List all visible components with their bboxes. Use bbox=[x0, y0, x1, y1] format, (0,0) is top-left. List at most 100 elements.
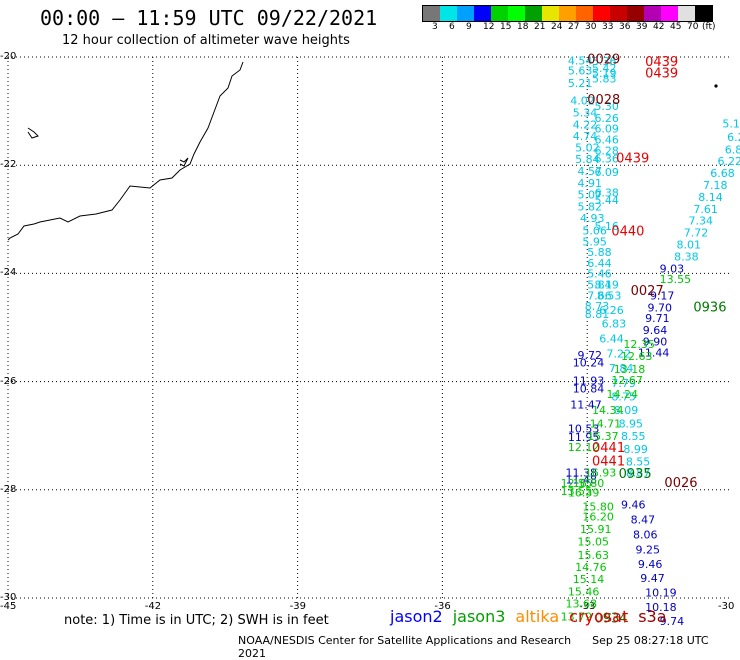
wave-height-label: 0439 bbox=[645, 67, 678, 82]
wave-height-label: 6.2 bbox=[727, 131, 740, 144]
color-scale-label: 45 bbox=[670, 22, 682, 32]
units-note: note: 1) Time is in UTC; 2) SWH is in fe… bbox=[64, 613, 329, 628]
map-grid bbox=[7, 56, 732, 599]
wave-height-label: 7.79 bbox=[611, 377, 636, 390]
wave-height-label: 7.84 bbox=[609, 362, 634, 375]
wave-height-label: 5.16 bbox=[594, 220, 619, 233]
color-swatch bbox=[593, 6, 610, 21]
satellite-label: s3a bbox=[638, 607, 667, 626]
footer-org: NOAA/NESDIS Center for Satellite Applica… bbox=[238, 634, 572, 647]
wave-height-label: 4.54 bbox=[568, 55, 593, 68]
wave-height-label: 8.73 bbox=[585, 300, 610, 313]
wave-height-label: 4.22 bbox=[573, 118, 598, 131]
color-swatch bbox=[661, 6, 678, 21]
wave-height-label: 7.18 bbox=[703, 179, 728, 192]
wave-height-label: 5.42 bbox=[592, 62, 617, 75]
wave-height-label: 10.24 bbox=[573, 356, 605, 369]
wave-height-label: 5.07 bbox=[578, 189, 603, 202]
wave-height-label: 15.46 bbox=[568, 585, 600, 598]
wave-height-label: 11.48 bbox=[565, 473, 597, 486]
wave-height-label: 0936 bbox=[693, 300, 726, 315]
wave-height-label: 14.24 bbox=[607, 388, 639, 401]
color-swatch bbox=[695, 6, 712, 21]
wave-height-label: 15.63 bbox=[578, 549, 610, 562]
wave-height-label: 15.91 bbox=[580, 523, 612, 536]
wave-height-label: 8.19 bbox=[594, 279, 619, 292]
wave-height-label: 13.55 bbox=[660, 273, 692, 286]
wave-height-label: 6.22 bbox=[718, 155, 740, 168]
wave-height-label: 7.22 bbox=[607, 347, 632, 360]
wave-height-label: 9.47 bbox=[640, 572, 665, 585]
color-swatch bbox=[457, 6, 474, 21]
wave-height-label: 6.36 bbox=[594, 152, 619, 165]
color-scale-label: 30 bbox=[585, 22, 597, 32]
wave-height-label: 10.18 bbox=[645, 601, 677, 614]
wave-height-label: 8.38 bbox=[674, 250, 699, 263]
color-swatch bbox=[610, 6, 627, 21]
color-scale-label: 27 bbox=[568, 22, 580, 32]
wave-height-label: 0935 bbox=[619, 467, 652, 482]
color-swatch bbox=[525, 6, 542, 21]
wave-height-label: 16.39 bbox=[568, 486, 600, 499]
wave-height-label: 14.34 bbox=[592, 404, 624, 417]
color-swatch bbox=[491, 6, 508, 21]
wave-height-label: 5.84 bbox=[575, 153, 600, 166]
wave-height-label: 5.02 bbox=[575, 142, 600, 155]
wave-height-label: 0027 bbox=[631, 284, 664, 299]
color-swatch bbox=[576, 6, 593, 21]
wave-height-label: 15.80 bbox=[582, 500, 614, 513]
wave-height-label: 9.17 bbox=[650, 289, 675, 302]
color-swatch bbox=[474, 6, 491, 21]
wave-height-label: 5.30 bbox=[594, 100, 619, 113]
wave-height-label: 6.44 bbox=[587, 257, 612, 270]
wave-height-label: 14.71 bbox=[590, 418, 622, 431]
wave-height-label: 0439 bbox=[645, 55, 678, 70]
longitude-label: -39 bbox=[289, 601, 306, 612]
wave-height-label: 11.44 bbox=[638, 347, 670, 360]
wave-height-label: 0934 bbox=[594, 611, 627, 626]
coastline-islands bbox=[27, 127, 39, 139]
longitude-label: -33 bbox=[579, 601, 596, 612]
color-scale-label: 36 bbox=[619, 22, 631, 32]
color-swatch bbox=[423, 6, 440, 21]
wave-height-label: 0028 bbox=[587, 93, 620, 108]
wave-height-label: 9.72 bbox=[578, 349, 603, 362]
wave-height-label: 8.75 bbox=[611, 391, 636, 404]
satellite-label: jason3 bbox=[452, 607, 506, 626]
wave-height-label: 6.38 bbox=[594, 187, 619, 200]
coastline-inlet bbox=[179, 157, 189, 167]
color-scale-label: 39 bbox=[636, 22, 648, 32]
wave-height-label: 12.12 bbox=[568, 441, 600, 454]
color-swatch bbox=[542, 6, 559, 21]
wave-height-label: 0441 bbox=[592, 454, 625, 469]
color-scale-label: 42 bbox=[653, 22, 665, 32]
satellite-label: altika bbox=[515, 607, 560, 626]
wave-height-label: 8.87 bbox=[626, 466, 651, 479]
wave-height-label: 5.83 bbox=[592, 72, 617, 85]
wave-height-label: 6.26 bbox=[599, 304, 624, 317]
wave-height-label: 10.53 bbox=[568, 422, 600, 435]
wave-height-label: 4.74 bbox=[573, 130, 598, 143]
wave-height-label: 5.82 bbox=[578, 201, 603, 214]
footer-credit: NOAA/NESDIS Center for Satellite Applica… bbox=[238, 634, 740, 660]
wave-height-label: 5.63 bbox=[568, 64, 593, 77]
wave-height-label: 8.95 bbox=[619, 418, 644, 431]
wave-height-label: 7.72 bbox=[684, 227, 709, 240]
color-scale-label: (ft) bbox=[702, 22, 716, 32]
altimeter-tracks: 4.545.635.21 5.365.425.195.83 4.025.344.22… bbox=[561, 52, 740, 628]
wave-height-label: 7.34 bbox=[689, 215, 714, 228]
wave-height-label: 4.91 bbox=[578, 177, 603, 190]
color-scale-label: 6 bbox=[449, 22, 455, 32]
wave-height-label: 5.06 bbox=[582, 224, 607, 237]
coastline bbox=[7, 61, 244, 241]
wave-height-label: 8.55 bbox=[626, 455, 651, 468]
wave-height-label: 11.38 bbox=[565, 466, 597, 479]
color-swatch bbox=[644, 6, 661, 21]
color-scale-label: 70 bbox=[687, 22, 699, 32]
wave-height-label: 10.19 bbox=[645, 586, 677, 599]
wave-height-label: 0440 bbox=[611, 225, 644, 240]
wave-height-label: 11.95 bbox=[568, 431, 600, 444]
wave-height-label: 5.44 bbox=[594, 194, 619, 207]
satellite-legend: jason2 jason3 altika cryosat s3a bbox=[390, 607, 677, 626]
